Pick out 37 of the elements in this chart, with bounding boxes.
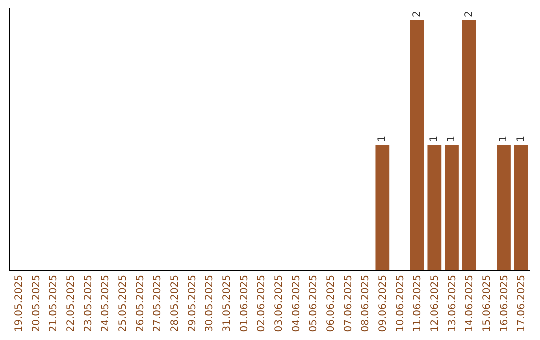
data-label: 2	[464, 11, 475, 18]
x-tick-label: 21.05.2025	[48, 275, 60, 332]
x-tick-label: 28.05.2025	[170, 275, 181, 332]
x-tick-label: 04.06.2025	[291, 275, 302, 332]
x-tick-label: 22.05.2025	[66, 275, 77, 332]
x-tick-label: 24.05.2025	[100, 275, 112, 332]
x-tick-label: 26.05.2025	[135, 275, 146, 332]
x-tick-label: 02.06.2025	[256, 275, 268, 332]
x-tick-label: 25.05.2025	[118, 275, 129, 332]
x-tick-label: 09.06.2025	[378, 275, 389, 332]
x-tick-label: 29.05.2025	[187, 275, 198, 332]
x-tick-label: 27.05.2025	[152, 275, 164, 332]
x-tick-label: 16.06.2025	[499, 275, 510, 332]
x-tick-label: 08.06.2025	[360, 275, 372, 332]
x-tick-label: 23.05.2025	[83, 275, 94, 332]
x-tick-label: 11.06.2025	[412, 275, 424, 332]
x-tick-label: 20.05.2025	[31, 275, 42, 332]
x-tick-label: 30.05.2025	[204, 275, 216, 332]
x-tick-label: 15.06.2025	[482, 275, 493, 332]
x-tick-label: 06.06.2025	[326, 275, 337, 332]
x-tick-label: 07.06.2025	[343, 275, 354, 332]
data-label: 1	[498, 136, 510, 142]
x-tick-label: 05.06.2025	[308, 275, 320, 332]
data-label: 1	[377, 136, 388, 142]
x-tick-label: 31.05.2025	[222, 275, 233, 332]
x-tick-label: 19.05.2025	[14, 275, 25, 332]
data-label: 2	[412, 11, 423, 18]
x-tick-label: 12.06.2025	[430, 275, 441, 332]
data-label: 1	[429, 136, 440, 142]
x-tick-label: 13.06.2025	[447, 275, 458, 332]
x-tick-label: 01.06.2025	[239, 275, 250, 332]
x-tick-label: 17.06.2025	[516, 275, 528, 332]
data-label: 1	[446, 136, 458, 142]
x-tick-label: 14.06.2025	[464, 275, 476, 332]
x-tick-label: 10.06.2025	[395, 275, 406, 332]
data-label: 1	[516, 136, 527, 142]
x-tick-label: 03.06.2025	[274, 275, 285, 332]
